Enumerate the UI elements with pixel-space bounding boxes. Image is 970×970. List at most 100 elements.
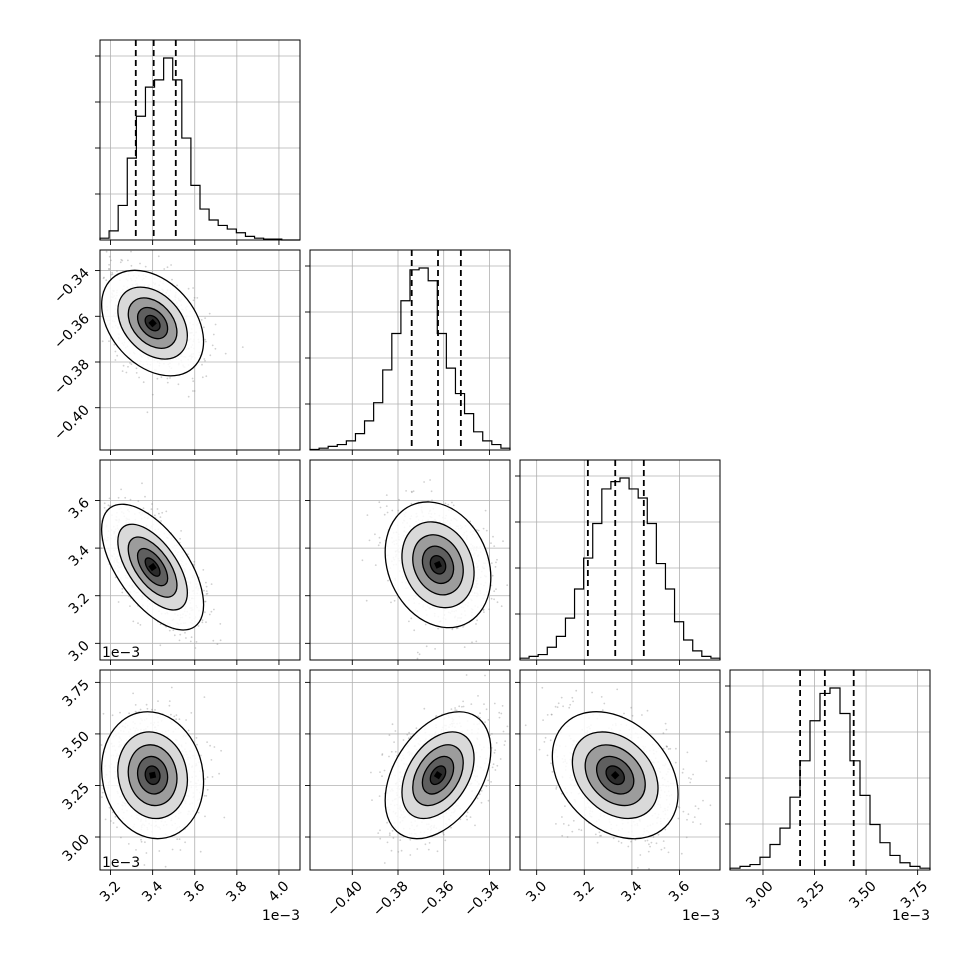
panel-frame <box>729 669 931 871</box>
scatter-point <box>399 839 402 841</box>
y-tick-label: −0.40 <box>51 402 93 444</box>
scatter-point <box>129 605 131 607</box>
scatter-point <box>197 625 200 627</box>
y-tick-label: 3.0 <box>66 638 93 665</box>
scatter-point <box>190 636 193 639</box>
scatter-point <box>189 640 192 643</box>
scatter-point <box>135 849 137 851</box>
scatter-point <box>121 591 124 594</box>
scatter-point <box>151 503 153 505</box>
scatter-point <box>127 843 130 845</box>
scatter-point <box>204 611 206 614</box>
scatter-point <box>110 820 112 822</box>
scatter-point <box>210 610 213 613</box>
scatter-point <box>434 648 436 650</box>
scatter-point <box>187 729 190 732</box>
scatter-point <box>173 715 176 718</box>
scatter-point <box>424 623 427 626</box>
scatter-point <box>110 273 113 276</box>
histogram-step-line <box>99 57 300 241</box>
panel-background <box>100 40 300 240</box>
scatter-point <box>185 719 188 721</box>
scatter-point <box>206 741 209 743</box>
x-tick-label: 3.2 <box>97 878 124 905</box>
x-tick-label: 3.25 <box>795 878 828 911</box>
scatter-point <box>390 601 392 604</box>
panel-frame <box>519 459 721 661</box>
histogram-step-line <box>729 687 931 870</box>
scatter-point <box>138 376 141 379</box>
scatter-point <box>114 815 117 818</box>
scatter-point <box>178 639 181 642</box>
scatter-point <box>386 511 389 514</box>
scatter-point <box>213 746 216 748</box>
scatter-point <box>385 494 388 496</box>
scatter-point <box>483 611 485 613</box>
scatter-point <box>102 712 105 715</box>
scatter-point <box>144 265 147 268</box>
scatter-point <box>462 626 464 628</box>
scatter-point <box>206 788 209 791</box>
scatter-point <box>124 496 127 499</box>
scatter-point <box>388 832 391 835</box>
scatter-point <box>203 696 206 698</box>
scatter-point <box>187 395 190 398</box>
scatter-point <box>500 605 503 608</box>
x-tick-label: 3.6 <box>181 878 208 905</box>
scatter-point <box>496 601 499 604</box>
scatter-point <box>166 381 169 384</box>
scatter-point <box>128 712 131 715</box>
scatter-point <box>496 558 498 561</box>
y-tick-label: −0.38 <box>51 357 93 399</box>
scatter-point <box>121 259 124 262</box>
scatter-panel-p2-p3 <box>305 459 511 665</box>
scatter-point <box>416 651 419 654</box>
scatter-point <box>108 497 111 500</box>
scatter-point <box>200 754 202 757</box>
histogram-panel-p1 <box>95 39 301 245</box>
scatter-point <box>195 641 198 643</box>
scatter-point <box>114 350 117 353</box>
scatter-point <box>111 271 113 274</box>
y-tick-label: 3.75 <box>59 677 92 710</box>
scatter-point <box>170 713 172 716</box>
scatter-point <box>176 838 179 840</box>
scatter-point <box>193 296 196 299</box>
histogram-panel-p2 <box>305 249 511 455</box>
scatter-point <box>190 712 193 714</box>
scatter-point <box>103 502 106 505</box>
scatter-point <box>218 772 221 775</box>
scatter-point <box>142 507 145 510</box>
scatter-point <box>379 771 381 773</box>
x-tick-label: −0.38 <box>370 878 412 920</box>
scatter-point <box>129 498 132 501</box>
scatter-point <box>203 358 206 360</box>
scatter-point <box>430 490 433 493</box>
scatter-point <box>361 559 364 562</box>
scatter-point <box>391 723 394 726</box>
scatter-point <box>158 512 160 515</box>
scatter-point <box>199 850 202 853</box>
scatter-point <box>111 273 114 276</box>
scatter-point <box>101 791 104 794</box>
scatter-point <box>437 627 439 630</box>
scatter-point <box>178 838 181 840</box>
scatter-point <box>137 859 140 862</box>
scatter-point <box>206 592 209 595</box>
scatter-point <box>125 371 128 374</box>
scatter-point <box>101 796 103 798</box>
scatter-point <box>163 268 166 270</box>
scatter-point <box>492 535 494 538</box>
scatter-point <box>144 841 146 844</box>
scatter-point <box>185 637 187 639</box>
scatter-point <box>139 624 142 626</box>
density-peak-cell <box>148 318 157 328</box>
x-tick-label: 3.00 <box>743 878 776 911</box>
scatter-point <box>119 261 122 264</box>
histogram-step-line <box>309 267 511 451</box>
scatter-point <box>498 716 501 719</box>
scatter-point <box>482 527 485 530</box>
density-peak-cell <box>149 771 157 779</box>
